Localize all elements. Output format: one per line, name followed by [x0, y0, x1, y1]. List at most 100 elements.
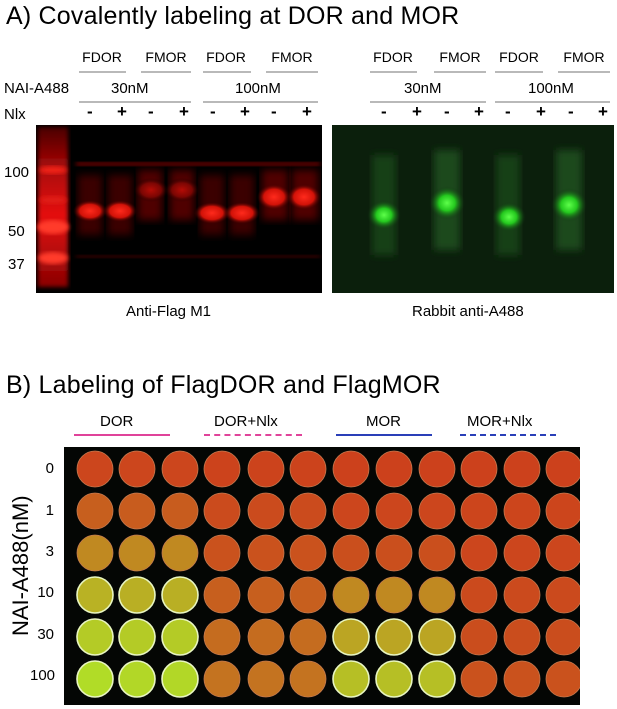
nlx-sign: - [444, 102, 450, 121]
lane-header-fdor-30: FDOR [82, 49, 122, 65]
well [247, 576, 285, 614]
right-gel-caption: Rabbit anti-A488 [412, 303, 524, 320]
concentration-row-label: 10 [37, 584, 54, 601]
panel-a-title: A) Covalently labeling at DOR and MOR [6, 2, 460, 30]
well [375, 534, 413, 572]
nlx-sign: + [302, 102, 312, 121]
conc-30nm-left: 30nM [111, 80, 149, 97]
well [460, 576, 498, 614]
well [503, 576, 541, 614]
concentration-row-label: 100 [30, 667, 56, 684]
well [289, 492, 327, 530]
well [503, 492, 541, 530]
nlx-sign: - [148, 102, 154, 121]
conc-underline [203, 101, 318, 103]
well [332, 492, 370, 530]
well [118, 492, 156, 530]
well [76, 576, 114, 614]
well [332, 534, 370, 572]
well [76, 450, 114, 488]
well [76, 534, 114, 572]
header-underline [434, 71, 486, 73]
well [460, 534, 498, 572]
well [503, 450, 541, 488]
mw-marker-50: 50 [8, 223, 25, 240]
well [503, 660, 541, 698]
well [289, 618, 327, 656]
well [161, 618, 199, 656]
well [247, 450, 285, 488]
panel-b-title: B) Labeling of FlagDOR and FlagMOR [6, 371, 441, 399]
well [161, 660, 199, 698]
lane-header-fdor-30-right: FDOR [373, 49, 413, 65]
nlx-sign: - [505, 102, 511, 121]
well [203, 534, 241, 572]
group-label-dor-nlx: DOR+Nlx [214, 413, 278, 430]
well [289, 660, 327, 698]
well [545, 576, 580, 614]
well [460, 618, 498, 656]
well [203, 576, 241, 614]
well [545, 450, 580, 488]
conc-underline [79, 101, 191, 103]
well [375, 660, 413, 698]
well [76, 492, 114, 530]
well [289, 534, 327, 572]
lane-header-fdor-100-right: FDOR [499, 49, 539, 65]
mw-marker-100: 100 [4, 164, 30, 181]
well [418, 492, 456, 530]
well [418, 660, 456, 698]
well [289, 576, 327, 614]
well [375, 492, 413, 530]
nlx-sign: - [210, 102, 216, 121]
header-underline [203, 71, 251, 73]
well [247, 492, 285, 530]
conc-100nm-right: 100nM [528, 80, 574, 97]
nlx-sign: + [536, 102, 546, 121]
header-underline [495, 71, 543, 73]
conc-30nm-right: 30nM [404, 80, 442, 97]
well [375, 450, 413, 488]
well [161, 492, 199, 530]
well [289, 450, 327, 488]
header-underline [370, 71, 417, 73]
well [503, 618, 541, 656]
well [247, 660, 285, 698]
well [418, 534, 456, 572]
well [418, 618, 456, 656]
well [460, 492, 498, 530]
conc-underline [495, 101, 610, 103]
concentration-row-label: 3 [45, 543, 54, 560]
well [118, 660, 156, 698]
well [161, 534, 199, 572]
well [418, 576, 456, 614]
nlx-sign: + [117, 102, 127, 121]
well [545, 492, 580, 530]
well [545, 534, 580, 572]
conc-underline [370, 101, 486, 103]
well [161, 450, 199, 488]
conc-100nm-left: 100nM [235, 80, 281, 97]
well [203, 618, 241, 656]
anti-flag-gel-image [36, 125, 322, 293]
well [545, 618, 580, 656]
well [503, 534, 541, 572]
header-underline [558, 71, 610, 73]
well [332, 576, 370, 614]
nai-a488-label: NAI-A488 [4, 80, 70, 97]
well [118, 450, 156, 488]
lane-header-fmor-100: FMOR [271, 49, 313, 65]
lane-header-fmor-30-right: FMOR [439, 49, 481, 65]
well [76, 618, 114, 656]
nlx-sign: + [598, 102, 608, 121]
legend-line-dor [74, 434, 170, 436]
rabbit-anti-a488-gel-image [332, 125, 614, 293]
nlx-label: Nlx [4, 106, 26, 123]
mw-marker-37: 37 [8, 256, 25, 273]
well [460, 450, 498, 488]
group-label-mor-nlx: MOR+Nlx [467, 413, 533, 430]
well [161, 576, 199, 614]
lane-header-fmor-100-right: FMOR [563, 49, 605, 65]
well [118, 576, 156, 614]
header-underline [266, 71, 318, 73]
